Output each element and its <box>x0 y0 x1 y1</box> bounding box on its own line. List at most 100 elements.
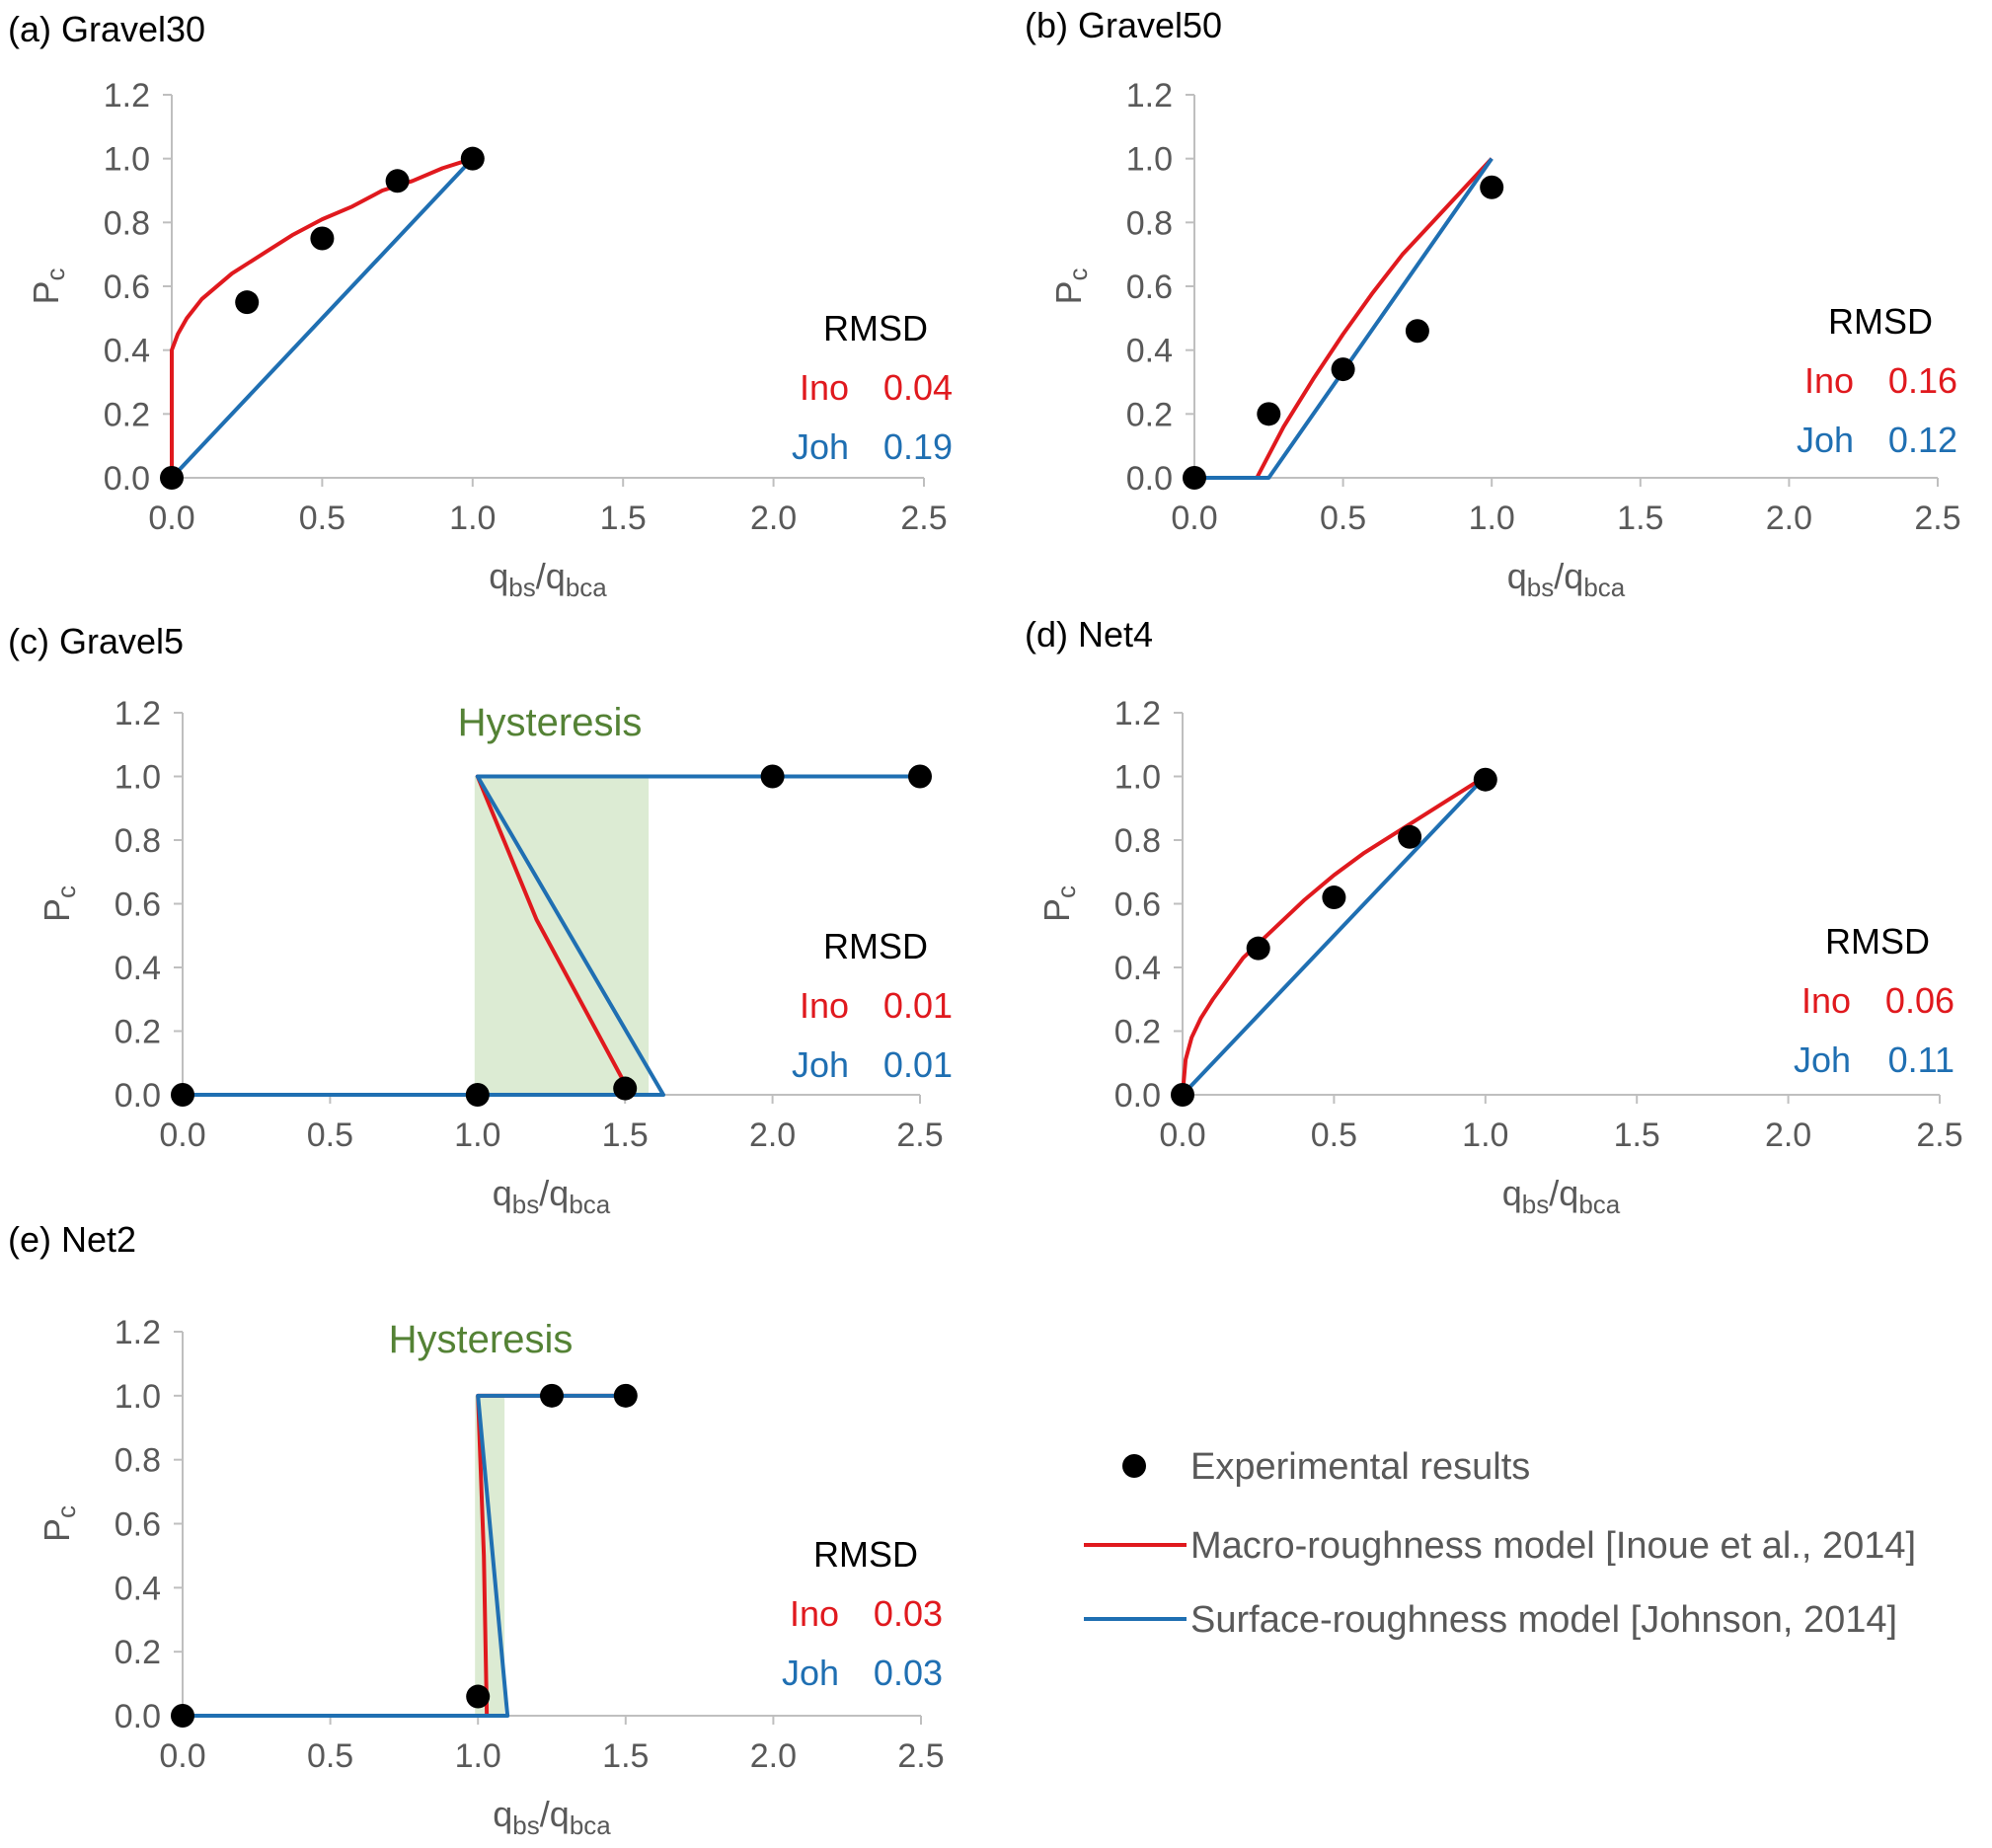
x-tick-label: 2.5 <box>1916 1116 1962 1154</box>
x-tick-label: 0.5 <box>299 500 345 537</box>
data-point <box>235 290 260 315</box>
chart-panel-0: (a) Gravel30 0.0 0.2 0.4 0.6 0.8 1.0 1.2 0.0 0.5 1… <box>8 9 953 602</box>
rmsd-ino-value: 0.01 <box>883 985 953 1026</box>
rmsd-joh-value: 0.12 <box>1888 420 1957 460</box>
data-point <box>385 169 410 193</box>
series-line-joh <box>1181 775 1488 1097</box>
x-tick-label: 1.5 <box>600 500 647 537</box>
rmsd-heading: RMSD <box>823 926 928 966</box>
rmsd-ino-label: Ino <box>800 985 849 1026</box>
x-tick-label: 2.5 <box>1914 500 1960 537</box>
y-tick-label: 1.0 <box>104 141 150 179</box>
x-tick-label: 1.0 <box>1469 500 1515 537</box>
series-line-joh <box>1194 157 1494 480</box>
data-point <box>1322 886 1346 910</box>
rmsd-ino-value: 0.04 <box>883 367 953 408</box>
x-tick-label: 1.0 <box>454 1116 500 1154</box>
data-point <box>1183 466 1206 490</box>
y-tick-label: 0.6 <box>104 269 150 306</box>
x-tick-label: 0.5 <box>1311 1116 1357 1154</box>
x-tick-label: 1.0 <box>449 500 496 537</box>
rmsd-joh-value: 0.11 <box>1888 1040 1954 1080</box>
chart-panels: (a) Gravel30 0.0 0.2 0.4 0.6 0.8 1.0 1.2 0.0 0.5 1… <box>8 5 1963 1840</box>
series-line-joh <box>183 1393 626 1718</box>
data-point <box>160 466 184 490</box>
y-tick-label: 0.4 <box>115 1570 161 1607</box>
y-tick-label: 1.2 <box>115 1314 161 1351</box>
legend-label-points: Experimental results <box>1190 1446 1530 1488</box>
y-tick-label: 1.2 <box>1126 77 1173 115</box>
y-tick-label: 0.0 <box>1126 460 1173 498</box>
rmsd-ino-label: Ino <box>800 367 849 408</box>
rmsd-ino-label: Ino <box>1801 980 1851 1021</box>
y-tick-label: 1.0 <box>115 1378 161 1416</box>
data-point <box>1171 1083 1194 1107</box>
hysteresis-label: Hysteresis <box>458 701 643 744</box>
y-tick-label: 0.8 <box>1126 204 1173 242</box>
x-tick-label: 1.5 <box>602 1116 649 1154</box>
y-tick-label: 0.8 <box>1114 822 1161 860</box>
x-tick-label: 2.0 <box>749 1116 796 1154</box>
data-point <box>760 764 785 789</box>
rmsd-joh-value: 0.19 <box>883 426 953 467</box>
data-point <box>1473 767 1497 792</box>
y-tick-label: 0.4 <box>1126 333 1173 370</box>
y-tick-label: 0.0 <box>104 460 150 498</box>
x-tick-label: 0.0 <box>1159 1116 1205 1154</box>
rmsd-ino-value: 0.03 <box>874 1593 943 1634</box>
data-point <box>465 1083 490 1107</box>
x-tick-label: 2.0 <box>1765 1116 1811 1154</box>
series-line-joh <box>170 157 475 480</box>
y-tick-label: 0.8 <box>115 1442 161 1480</box>
x-tick-label: 0.5 <box>307 1116 353 1154</box>
x-tick-label: 2.0 <box>1766 500 1812 537</box>
rmsd-joh-label: Joh <box>792 1044 849 1085</box>
rmsd-ino-value: 0.06 <box>1885 980 1954 1021</box>
y-tick-label: 1.2 <box>1114 695 1161 732</box>
chart-panel-4: (e) Net2 0.0 0.2 0.4 0.6 0.8 1.0 1.2 0.0 0.5 1.0 1.… <box>8 1219 945 1840</box>
data-point <box>1405 319 1429 344</box>
data-point <box>1398 824 1422 849</box>
x-tick-label: 0.0 <box>1171 500 1217 537</box>
data-point <box>613 1076 638 1101</box>
y-axis-label: Pc <box>26 268 70 304</box>
x-tick-label: 1.5 <box>602 1737 649 1775</box>
y-tick-label: 0.4 <box>115 950 161 987</box>
x-tick-label: 2.5 <box>896 1116 943 1154</box>
y-axis-label: Pc <box>37 886 81 922</box>
x-tick-label: 2.5 <box>897 1737 944 1775</box>
y-tick-label: 0.6 <box>1126 269 1173 306</box>
y-tick-label: 0.0 <box>115 1698 161 1735</box>
rmsd-joh-value: 0.03 <box>874 1653 943 1693</box>
y-tick-label: 1.0 <box>1126 141 1173 179</box>
y-axis-label: Pc <box>1048 268 1093 304</box>
rmsd-joh-value: 0.01 <box>883 1044 953 1085</box>
legend-point-marker <box>1122 1454 1146 1478</box>
x-tick-label: 0.0 <box>159 1116 205 1154</box>
rmsd-heading: RMSD <box>1828 301 1933 342</box>
x-tick-label: 0.5 <box>307 1737 353 1775</box>
x-axis-label: qbs/qbca <box>489 556 607 602</box>
x-tick-label: 1.0 <box>455 1737 501 1775</box>
y-tick-label: 0.0 <box>115 1077 161 1115</box>
legend-label-joh: Surface-roughness model [Johnson, 2014] <box>1190 1599 1897 1641</box>
y-axis-label: Pc <box>37 1505 81 1542</box>
data-point <box>171 1083 194 1107</box>
data-point <box>1480 175 1504 199</box>
x-tick-label: 1.5 <box>1617 500 1663 537</box>
x-tick-label: 1.5 <box>1614 1116 1660 1154</box>
hysteresis-band <box>474 776 650 1095</box>
panel-title: (a) Gravel30 <box>8 9 205 49</box>
y-tick-label: 1.0 <box>1114 759 1161 797</box>
rmsd-heading: RMSD <box>823 308 928 348</box>
data-point <box>171 1704 194 1728</box>
x-tick-label: 2.5 <box>900 500 947 537</box>
data-point <box>310 226 335 251</box>
y-tick-label: 1.2 <box>104 77 150 115</box>
data-point <box>908 764 932 789</box>
chart-panel-2: (c) Gravel5 0.0 0.2 0.4 0.6 0.8 1.0 1.2 0.0 0.5 1.… <box>8 621 953 1219</box>
chart-panel-3: (d) Net4 0.0 0.2 0.4 0.6 0.8 1.0 1.2 0.0 0.5 1.0 1.… <box>1025 614 1963 1219</box>
x-tick-label: 2.0 <box>750 500 797 537</box>
data-point <box>1257 402 1281 426</box>
rmsd-ino-label: Ino <box>1804 360 1854 401</box>
